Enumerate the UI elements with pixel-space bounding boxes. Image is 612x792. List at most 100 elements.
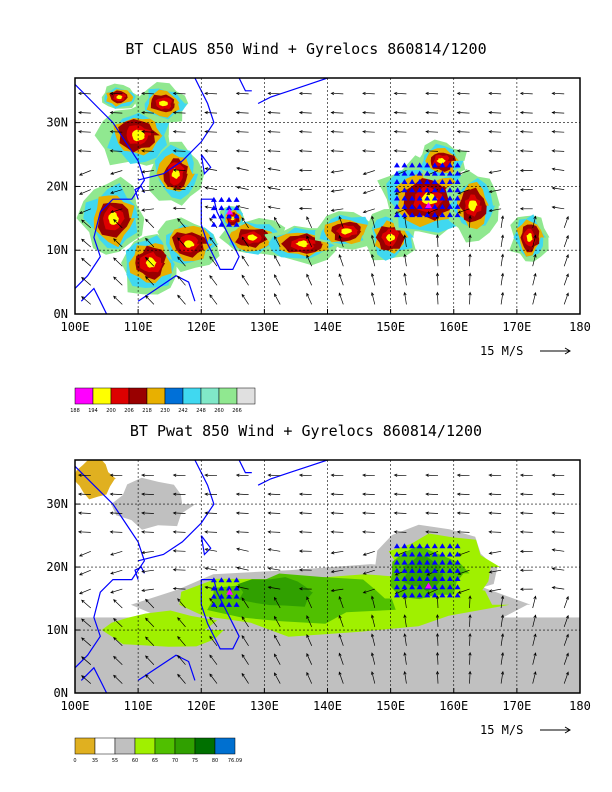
wind-arrow (338, 595, 344, 609)
wind-arrow (77, 511, 91, 515)
pwat-contour (237, 577, 313, 607)
wind-arrow (403, 234, 407, 248)
wind-arrow (519, 130, 533, 134)
wind-arrow (298, 149, 312, 153)
coastline-6 (238, 78, 252, 92)
wind-arrow (551, 167, 565, 171)
gyre-marker (233, 585, 240, 591)
wind-arrow (209, 255, 218, 267)
gyre-marker (401, 212, 408, 218)
wind-arrow (393, 130, 407, 134)
wind-arrow (113, 219, 123, 229)
gyre-marker (431, 559, 438, 565)
wind-arrow (204, 167, 218, 171)
wind-arrow (468, 253, 472, 267)
wind-arrow (109, 473, 123, 477)
colorbar-label: 188 (70, 408, 80, 414)
wind-arrow (403, 633, 407, 646)
colorbar-label: 266 (232, 408, 242, 414)
colorbar-swatch (146, 387, 166, 405)
wind-arrow (78, 189, 91, 195)
gyre-marker (226, 205, 233, 211)
wind-arrow (403, 272, 407, 286)
wind-arrow (435, 291, 440, 305)
gyre-marker (409, 162, 416, 168)
wind-arrow (113, 655, 123, 665)
wind-arrow (236, 547, 249, 552)
wind-arrow (532, 633, 537, 646)
wind-arrow (393, 110, 407, 115)
wind-arrow (362, 208, 375, 214)
wind-arrow (172, 473, 186, 477)
gyre-marker (393, 567, 400, 573)
wind-arrow (425, 492, 439, 496)
gyre-marker (218, 213, 225, 219)
wind-arrow (306, 634, 313, 646)
gyre-marker (210, 593, 217, 599)
pwat-contour (111, 477, 196, 530)
gyre-marker (401, 592, 408, 598)
y-tick-label: 10N (46, 623, 68, 637)
wind-arrow (267, 149, 281, 153)
wind-arrow (468, 633, 472, 646)
gyre-marker (409, 543, 416, 549)
wind-arrow (338, 671, 344, 684)
wind-arrow (330, 530, 344, 534)
wind-arrow (488, 91, 502, 96)
wind-arrow (109, 149, 123, 153)
wind-arrow (435, 272, 440, 286)
wind-arrow (519, 473, 533, 477)
coastline-7 (80, 666, 108, 693)
wind-arrow (141, 130, 154, 134)
y-tick-label: 20N (46, 560, 68, 574)
gyre-marker (226, 577, 233, 583)
gyre-marker (431, 592, 438, 598)
gyre-marker (431, 543, 438, 549)
colorbar-label: 75 (192, 758, 198, 764)
colorbar-label: 260 (214, 408, 224, 414)
y-tick-label: 10N (46, 243, 68, 257)
wind-arrow (468, 272, 472, 286)
wind-arrow (81, 656, 92, 665)
wind-arrow (551, 130, 565, 134)
gyre-marker (226, 601, 233, 607)
gyre-marker (416, 576, 423, 582)
wind-arrow (209, 236, 218, 248)
gyre-marker (431, 203, 438, 209)
gyre-marker (446, 584, 453, 590)
gyre-marker (416, 559, 423, 565)
wind-arrow (177, 275, 186, 286)
wind-arrow (236, 185, 249, 190)
wind-arrow (456, 91, 470, 96)
wind-arrow (551, 586, 565, 590)
colorbar-swatch (134, 737, 156, 755)
wind-arrow (110, 189, 123, 194)
gyre-marker (454, 170, 461, 176)
wind-arrow (563, 633, 569, 646)
wind-arrow (209, 635, 218, 647)
pwat-contour (402, 556, 444, 592)
wind-arrow (113, 276, 123, 286)
gyre-marker (233, 221, 240, 227)
x-tick-label: 140E (313, 699, 342, 713)
gyre-marker (439, 203, 446, 209)
wind-arrow (209, 673, 218, 684)
gyre-marker (401, 195, 408, 201)
wind-arrow (362, 110, 375, 115)
panel-1-title: BT CLAUS 850 Wind + Gyrelocs 860814/1200 (125, 40, 487, 58)
gyre-marker (409, 551, 416, 557)
wind-arrow (172, 568, 186, 572)
wind-arrow (563, 292, 569, 305)
x-tick-label: 170E (502, 699, 531, 713)
colorbar-label: 206 (124, 408, 134, 414)
wind-arrow (267, 548, 281, 552)
wind-arrow (330, 170, 344, 174)
wind-arrow (551, 511, 565, 515)
wind-arrow (306, 235, 313, 248)
gyre-marker (454, 567, 461, 573)
wind-arrow (488, 473, 502, 477)
wind-arrow (306, 292, 313, 305)
wind-arrow (500, 253, 505, 267)
coastline-4 (137, 275, 196, 302)
wind-arrow (403, 652, 407, 665)
